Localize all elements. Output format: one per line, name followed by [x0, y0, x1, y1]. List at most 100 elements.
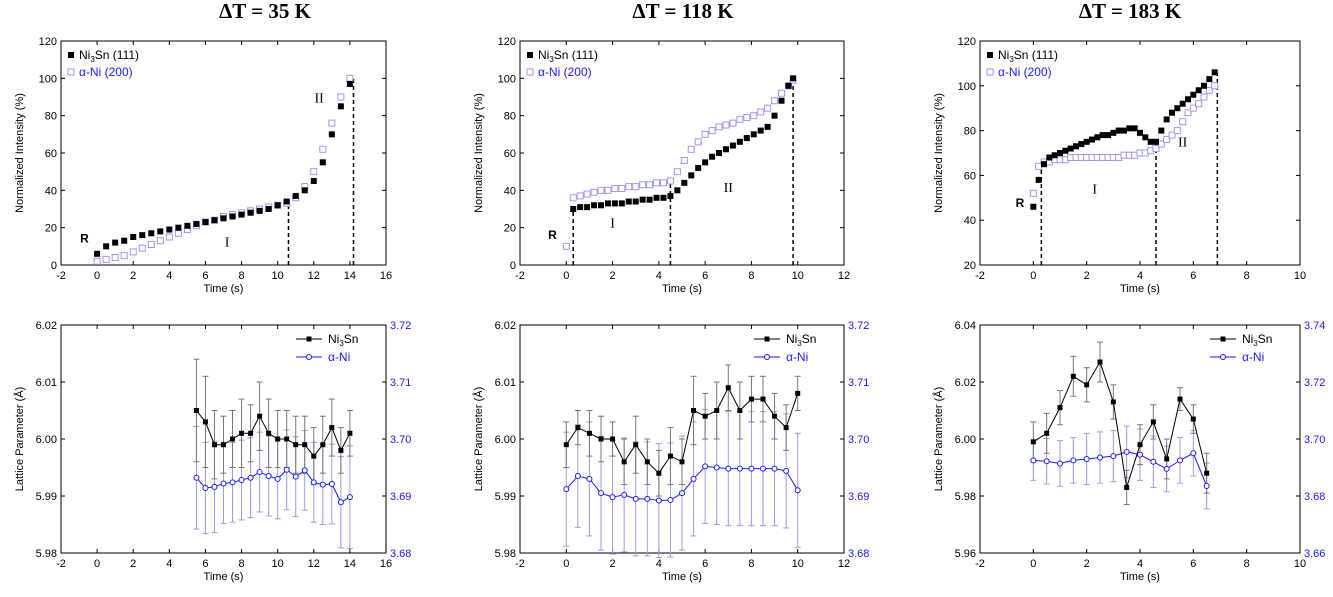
- data-point-alpha-ni: [701, 130, 709, 138]
- data-point-ni3sn: [347, 430, 353, 436]
- data-point-ni3sn: [112, 239, 119, 246]
- data-point-ni3sn: [320, 442, 326, 448]
- data-point-ni3sn: [211, 217, 218, 224]
- x-tick-label: 4: [166, 270, 172, 282]
- data-point-alpha-ni: [328, 481, 335, 488]
- x-tick-label: 2: [130, 270, 136, 282]
- data-point-ni3sn: [1084, 382, 1090, 388]
- data-point-ni3sn: [748, 396, 754, 402]
- data-point-alpha-ni: [1211, 82, 1219, 90]
- legend-marker-ni3sn: [987, 52, 993, 58]
- y-tick-label: 80: [964, 126, 976, 138]
- data-point-ni3sn: [220, 215, 227, 222]
- panel-4: -2 0 2 4 6 8 10 12 14 16 5.98 5.99 6.00 6.01 6.02 3.68 3…: [13, 320, 411, 583]
- x-tick-label: 16: [380, 270, 392, 282]
- data-point-ni3sn: [1046, 154, 1053, 161]
- data-point-alpha-ni: [129, 248, 137, 256]
- y-tick-label: 80: [45, 111, 57, 123]
- legend-ni3sn: Ni3Sn: [786, 332, 816, 348]
- y-axis-label: Lattice Parameter (Å): [13, 387, 26, 492]
- y-tick-label: 6.02: [495, 320, 516, 332]
- data-point-ni3sn: [329, 425, 335, 431]
- x-tick-label: 10: [1294, 558, 1306, 570]
- y-tick-label: 5.98: [36, 548, 57, 560]
- data-point-ni3sn: [1057, 150, 1063, 156]
- x-tick-label: 16: [380, 558, 392, 570]
- region-label-R: R: [80, 232, 89, 246]
- y2-tick-label: 3.68: [848, 548, 869, 560]
- data-point-alpha-ni: [743, 114, 751, 122]
- data-point-ni3sn: [691, 408, 697, 413]
- data-point-ni3sn: [1164, 456, 1170, 462]
- legend-alpha-ni: α-Ni (200): [79, 65, 133, 79]
- x-tick-label: 6: [1190, 558, 1196, 570]
- data-point-ni3sn: [575, 425, 581, 431]
- data-point-alpha-ni: [609, 494, 616, 501]
- x-tick-label: 2: [1084, 270, 1090, 282]
- x-tick-label: 12: [308, 558, 320, 570]
- data-point-alpha-ni: [120, 252, 128, 260]
- data-point-ni3sn: [256, 207, 263, 214]
- data-point-alpha-ni: [283, 466, 290, 473]
- data-point-alpha-ni: [1195, 100, 1203, 108]
- data-point-ni3sn: [1051, 152, 1058, 159]
- data-point-ni3sn: [709, 153, 716, 160]
- data-point-ni3sn: [790, 75, 797, 82]
- data-point-alpha-ni: [715, 123, 723, 131]
- data-point-alpha-ni: [778, 89, 786, 97]
- series-line-ni3sn: [1033, 360, 1208, 488]
- data-point-alpha-ni: [771, 97, 779, 105]
- x-tick-label: 10: [1294, 270, 1306, 282]
- y-tick-label: 6.00: [955, 434, 976, 446]
- data-point-ni3sn: [1131, 125, 1138, 132]
- data-point-ni3sn: [667, 453, 673, 459]
- y-tick-label: 20: [504, 223, 516, 235]
- data-point-ni3sn: [1158, 127, 1165, 134]
- data-point-alpha-ni: [757, 108, 765, 116]
- data-point-ni3sn: [248, 430, 254, 436]
- x-tick-label: 4: [1137, 558, 1143, 570]
- data-point-ni3sn: [239, 430, 245, 436]
- data-point-alpha-ni: [256, 469, 263, 476]
- x-tick-label: 10: [792, 270, 804, 282]
- data-point-alpha-ni: [1205, 86, 1213, 94]
- data-point-alpha-ni: [1150, 458, 1157, 465]
- y2-tick-label: 3.70: [390, 434, 411, 446]
- data-point-alpha-ni: [247, 474, 254, 481]
- data-point-alpha-ni: [586, 475, 593, 482]
- x-tick-label: 0: [563, 558, 569, 570]
- data-point-ni3sn: [310, 178, 317, 184]
- data-point-ni3sn: [139, 232, 146, 239]
- x-tick-label: 10: [792, 558, 804, 570]
- data-point-alpha-ni: [576, 192, 584, 200]
- data-point-ni3sn: [1137, 129, 1143, 136]
- data-point-alpha-ni: [736, 115, 744, 123]
- data-point-ni3sn: [1110, 399, 1116, 405]
- region-label-R: R: [548, 228, 557, 242]
- y2-tick-label: 3.74: [1304, 320, 1325, 332]
- y-tick-label: 100: [39, 73, 57, 85]
- legend-ni3sn: Ni3Sn: [1242, 332, 1272, 348]
- data-point-ni3sn: [265, 206, 272, 212]
- data-point-ni3sn: [284, 436, 290, 442]
- data-point-alpha-ni: [597, 186, 605, 194]
- data-point-ni3sn: [737, 408, 743, 413]
- data-point-alpha-ni: [211, 483, 218, 490]
- data-point-ni3sn: [230, 436, 236, 442]
- data-point-alpha-ni: [319, 145, 327, 153]
- y-tick-label: 6.00: [495, 434, 516, 446]
- data-point-ni3sn: [293, 442, 299, 448]
- data-point-alpha-ni: [301, 467, 308, 474]
- title-35k: ΔT = 35 K: [219, 0, 312, 23]
- y2-tick-label: 3.68: [1304, 491, 1325, 503]
- x-tick-label: 2: [1084, 558, 1090, 570]
- data-point-alpha-ni: [666, 177, 674, 185]
- data-point-ni3sn: [714, 408, 720, 413]
- x-tick-label: 8: [1244, 558, 1250, 570]
- data-point-alpha-ni: [644, 495, 651, 502]
- data-point-alpha-ni: [687, 145, 695, 153]
- data-point-ni3sn: [783, 425, 789, 431]
- data-point-ni3sn: [771, 112, 778, 119]
- y-tick-label: 80: [504, 111, 516, 123]
